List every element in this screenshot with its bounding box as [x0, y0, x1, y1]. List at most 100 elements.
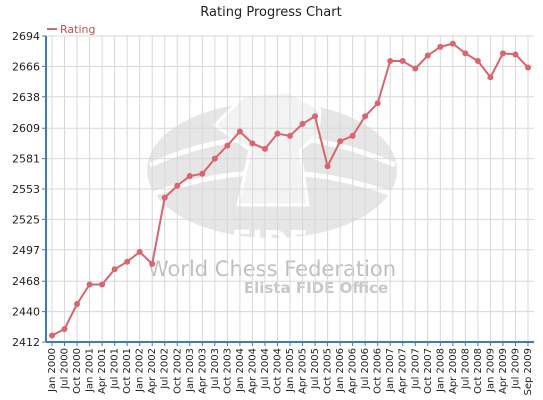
x-tick-label: Jul 2001 [110, 348, 121, 390]
x-tick-label: Jan 2005 [285, 348, 296, 393]
x-tick-label: Apr 2008 [448, 348, 459, 394]
y-tick-label: 2609 [12, 122, 40, 135]
data-point [349, 132, 356, 139]
legend-label: Rating [60, 23, 95, 36]
x-tick-label: Oct 2001 [122, 348, 133, 394]
y-tick-label: 2440 [12, 306, 40, 319]
series-rating [49, 40, 531, 339]
watermark-logo-text: FIDE [231, 225, 308, 260]
fide-watermark-logo: FIDE [147, 90, 397, 260]
x-tick-label: Jan 2007 [385, 348, 396, 393]
data-point [86, 281, 93, 288]
data-point [249, 140, 256, 147]
data-point [211, 155, 218, 162]
x-tick-label: Apr 2006 [348, 348, 359, 394]
data-point [462, 50, 469, 57]
y-tick-label: 2497 [12, 244, 40, 257]
x-tick-label: Jan 2001 [85, 348, 96, 393]
x-tick-label: Apr 2007 [398, 348, 409, 394]
y-tick-label: 2694 [12, 30, 40, 43]
x-tick-label: Jan 2006 [335, 348, 346, 393]
x-tick-label: Apr 2001 [97, 348, 108, 394]
data-point [312, 113, 319, 120]
data-point [149, 260, 156, 267]
x-tick-label: Jul 2006 [360, 348, 371, 390]
data-point [274, 130, 281, 137]
x-tick-label: Jan 2008 [435, 348, 446, 393]
data-point [136, 248, 143, 255]
x-tick-label: Oct 2007 [423, 348, 434, 394]
y-tick-label: 2525 [12, 213, 40, 226]
data-point [74, 301, 81, 308]
x-tick-label: Oct 2008 [473, 348, 484, 394]
x-tick-labels: Jan 2000 Jul 2000 Oct 2000 Jan 2001 Apr 2001… [47, 348, 534, 395]
x-tick-label: Apr 2002 [147, 348, 158, 394]
data-point [261, 145, 268, 152]
y-tick-label: 2666 [12, 60, 40, 73]
x-tick-label: Oct 2006 [373, 348, 384, 394]
data-point [412, 65, 419, 72]
data-point [474, 57, 481, 64]
y-tick-label: 2468 [12, 275, 40, 288]
x-tick-label: Jul 2007 [410, 348, 421, 390]
data-point [49, 332, 55, 339]
x-tick-label: Jan 2009 [485, 348, 496, 393]
data-point [199, 170, 206, 177]
data-point [525, 64, 531, 71]
data-point [161, 194, 168, 201]
x-tick-label: Jul 2002 [160, 348, 171, 390]
data-point [324, 163, 331, 170]
x-tick-label: Apr 2003 [197, 348, 208, 394]
data-point [224, 142, 231, 149]
grid-lines [46, 35, 534, 343]
x-tick-label: Jan 2002 [135, 348, 146, 393]
x-tick-label: Oct 2000 [72, 348, 83, 394]
data-point [499, 50, 506, 57]
x-tick-label: Jan 2000 [47, 348, 58, 393]
x-tick-label: Jul 2000 [60, 348, 71, 390]
y-tick-label: 2581 [12, 153, 40, 166]
chart-title: Rating Progress Chart [200, 5, 341, 20]
data-point [111, 266, 118, 273]
data-point [174, 182, 181, 189]
x-tick-label: Oct 2004 [272, 348, 283, 394]
data-point [61, 325, 68, 332]
data-point [287, 132, 293, 139]
data-point [374, 100, 381, 107]
x-tick-label: Jul 2005 [310, 348, 321, 390]
data-point [487, 74, 494, 81]
x-tick-label: Jan 2003 [185, 348, 196, 393]
x-tick-label: Oct 2003 [222, 348, 233, 394]
data-point [424, 52, 431, 59]
x-tick-label: Apr 2005 [298, 348, 309, 394]
y-tick-labels: 2412 2440 2468 2497 2525 2553 2581 2609 2638 2666… [12, 30, 40, 349]
x-tick-label: Jul 2009 [510, 348, 521, 390]
x-tick-label: Oct 2005 [323, 348, 334, 394]
data-point [186, 172, 193, 179]
y-tick-label: 2553 [12, 183, 40, 196]
data-point [99, 281, 106, 288]
x-tick-label: Oct 2002 [172, 348, 183, 394]
y-tick-label: 2412 [12, 336, 40, 349]
watermark-line2: Elista FIDE Office [244, 279, 388, 297]
data-point [299, 120, 306, 127]
x-tick-label: Jul 2004 [260, 348, 271, 390]
x-tick-label: Apr 2009 [498, 348, 509, 394]
data-point [387, 57, 394, 64]
data-point [399, 57, 406, 64]
x-tick-label: Sep 2009 [523, 348, 534, 395]
y-tick-label: 2638 [12, 91, 40, 104]
axes [42, 35, 534, 346]
x-tick-label: Jan 2004 [235, 348, 246, 393]
data-point [437, 43, 444, 50]
data-point [337, 138, 344, 145]
data-point [449, 40, 456, 47]
data-point [512, 51, 519, 58]
data-point [362, 113, 369, 120]
x-tick-label: Jul 2008 [460, 348, 471, 390]
data-point [236, 128, 243, 135]
legend: Rating [47, 23, 95, 36]
x-tick-label: Jul 2003 [210, 348, 221, 390]
x-tick-label: Apr 2004 [247, 348, 258, 394]
